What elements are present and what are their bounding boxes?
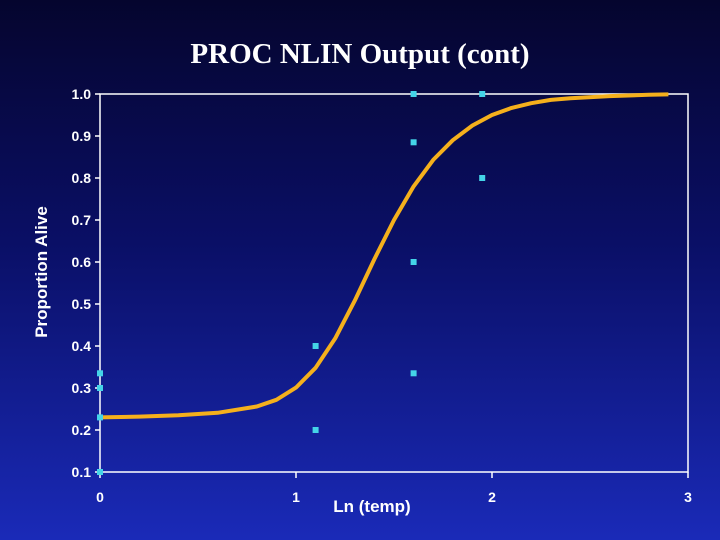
slide-title: PROC NLIN Output (cont) xyxy=(190,38,530,70)
data-point xyxy=(410,259,417,265)
x-tick-label: 2 xyxy=(488,489,496,505)
y-tick-label: 0.2 xyxy=(72,422,92,438)
data-points-layer xyxy=(97,91,486,475)
y-tick-label: 0.1 xyxy=(72,464,92,480)
data-point xyxy=(410,370,417,377)
fitted-curve-layer xyxy=(99,92,669,420)
y-axis: 0.1 0.2 0.3 0.4 0.5 0.6 0.7 0.8 0.9 1.0 xyxy=(72,86,100,480)
data-point xyxy=(479,91,486,97)
y-tick-label: 0.4 xyxy=(72,338,92,354)
fitted-curve xyxy=(99,92,669,420)
y-tick-label: 0.5 xyxy=(72,296,92,312)
data-point xyxy=(97,385,103,391)
data-point xyxy=(479,175,486,181)
data-point xyxy=(312,343,319,349)
data-point xyxy=(97,414,103,421)
data-point xyxy=(312,427,319,433)
x-tick-label: 0 xyxy=(96,489,104,505)
y-tick-label: 0.9 xyxy=(72,128,92,144)
data-point xyxy=(97,370,103,377)
data-point xyxy=(410,91,417,97)
data-point xyxy=(410,139,417,146)
y-axis-title: Proportion Alive xyxy=(32,206,51,338)
x-tick-label: 1 xyxy=(292,489,300,505)
y-tick-label: 0.6 xyxy=(72,254,92,270)
x-axis-title: Ln (temp) xyxy=(333,497,410,516)
data-point xyxy=(97,469,103,475)
x-tick-label: 3 xyxy=(684,489,692,505)
y-tick-label: 0.8 xyxy=(72,170,92,186)
y-tick-label: 0.3 xyxy=(72,380,92,396)
y-tick-label: 1.0 xyxy=(72,86,92,102)
plot-frame xyxy=(99,93,689,473)
y-tick-label: 0.7 xyxy=(72,212,92,228)
